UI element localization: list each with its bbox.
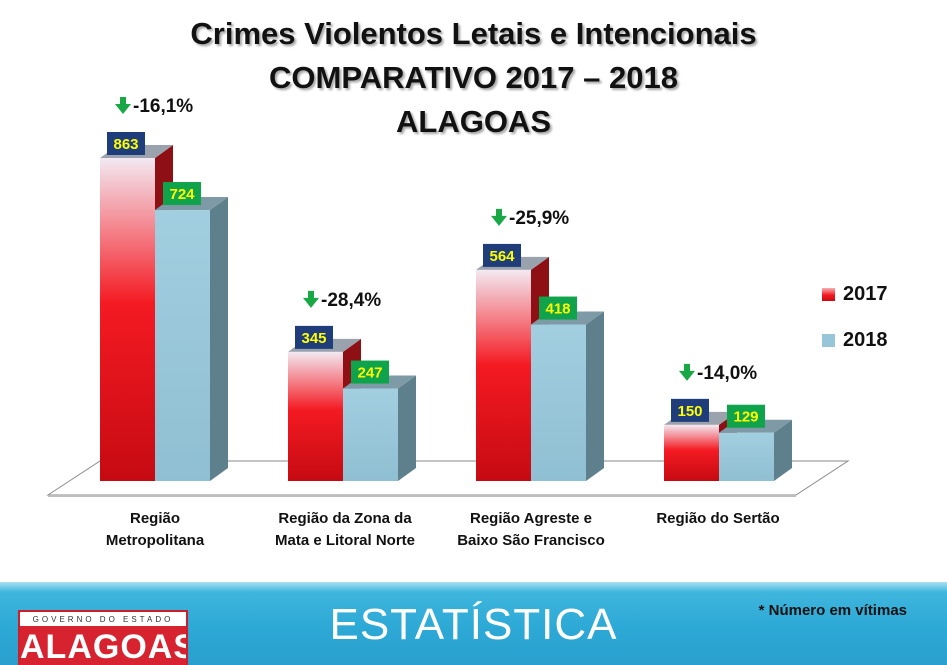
legend-label-2018: 2018 xyxy=(843,328,888,351)
legend-swatch-2017 xyxy=(822,287,835,301)
bar-2017-2 xyxy=(476,269,531,481)
legend-label-2017: 2017 xyxy=(843,282,888,305)
footer-highlight xyxy=(0,582,947,592)
value-label-2018-2: 418 xyxy=(545,301,570,318)
bar-side-2018-2 xyxy=(586,311,604,481)
footer-bar: GOVERNO DO ESTADO ALAGOAS ESTATÍSTICA * … xyxy=(0,582,947,665)
change-label-2: -25,9% xyxy=(509,208,569,229)
value-box-2017-3 xyxy=(671,398,709,422)
footer-note: * Número em vítimas xyxy=(758,602,907,619)
legend-item-2018: 2018 xyxy=(822,328,888,352)
logo-top-text: GOVERNO DO ESTADO xyxy=(32,615,174,624)
legend: 2017 2018 xyxy=(822,282,888,374)
value-label-2017-1: 345 xyxy=(301,330,326,347)
chart-title-line-2: COMPARATIVO 2017 – 2018 xyxy=(269,60,678,95)
value-box-2017-1 xyxy=(295,325,333,349)
category-label-1-line-0: Região da Zona da xyxy=(278,510,412,527)
bar-2017-0 xyxy=(100,158,155,481)
category-label-2: Região Agreste e Baixo São Francisco xyxy=(436,508,626,552)
value-label-2017-2: 564 xyxy=(489,248,515,265)
change-label-1: -28,4% xyxy=(321,290,381,311)
value-box-2017-2 xyxy=(483,243,521,267)
value-label-2018-3: 129 xyxy=(733,409,758,426)
legend-swatch-2018 xyxy=(822,333,835,347)
bar-2018-2 xyxy=(531,324,586,481)
bar-2017-3 xyxy=(664,424,719,481)
change-label-3: -14,0% xyxy=(697,363,757,384)
category-label-0-line-1: Metropolitana xyxy=(105,532,205,549)
value-box-2018-3 xyxy=(727,404,765,428)
labels-layer: 863 724 -16,1% 345 247 -28,4% 564 418 -25,9% 150 1… xyxy=(107,96,765,428)
value-label-2017-3: 150 xyxy=(677,403,702,420)
category-label-1: Região da Zona da Mata e Litoral Norte xyxy=(250,508,440,552)
value-label-2018-1: 247 xyxy=(357,365,382,382)
chart-floor xyxy=(46,460,850,497)
category-label-1-line-1: Mata e Litoral Norte xyxy=(274,532,416,549)
down-arrow-icon-2 xyxy=(491,208,507,226)
logo-name-text: ALAGOAS xyxy=(20,626,186,665)
bars-layer xyxy=(100,145,792,481)
logo-governo-alagoas: GOVERNO DO ESTADO ALAGOAS xyxy=(18,610,188,665)
bar-side-2018-1 xyxy=(398,375,416,481)
value-box-2018-0 xyxy=(163,182,201,206)
bar-2018-0 xyxy=(155,210,210,481)
category-label-3: Região do Sertão xyxy=(623,508,813,530)
value-box-2018-1 xyxy=(351,360,389,384)
value-box-2018-2 xyxy=(539,296,577,320)
footer-title: ESTATÍSTICA xyxy=(329,600,618,649)
value-label-2017-0: 863 xyxy=(113,136,138,153)
legend-item-2017: 2017 xyxy=(822,282,888,306)
value-label-2018-0: 724 xyxy=(169,186,195,203)
bar-side-2018-3 xyxy=(774,419,792,481)
bar-2018-1 xyxy=(343,388,398,481)
chart-title: Crimes Violentos Letais e Intencionais C… xyxy=(0,12,947,144)
bar-2017-1 xyxy=(288,351,343,481)
category-label-0-line-0: Região xyxy=(129,510,180,527)
category-label-0: Região Metropolitana xyxy=(60,508,250,552)
down-arrow-icon-0 xyxy=(115,97,131,114)
bar-chart: 863 724 -16,1% 345 247 -28,4% 564 418 -25,9% 150 1… xyxy=(46,96,850,497)
chart-title-line-1: Crimes Violentos Letais e Intencionais xyxy=(190,16,757,51)
down-arrow-icon-1 xyxy=(303,290,319,308)
floor-front xyxy=(48,495,796,497)
change-label-0: -16,1% xyxy=(133,96,193,117)
category-label-2-line-1: Baixo São Francisco xyxy=(457,532,605,549)
bar-side-2018-0 xyxy=(210,197,228,481)
category-label-3-line-0: Região do Sertão xyxy=(656,510,780,527)
down-arrow-icon-3 xyxy=(679,363,695,381)
value-box-2017-0 xyxy=(107,132,145,155)
category-label-2-line-0: Região Agreste e xyxy=(470,510,592,527)
bar-2018-3 xyxy=(719,432,774,481)
chart-title-line-3: ALAGOAS xyxy=(396,104,551,139)
